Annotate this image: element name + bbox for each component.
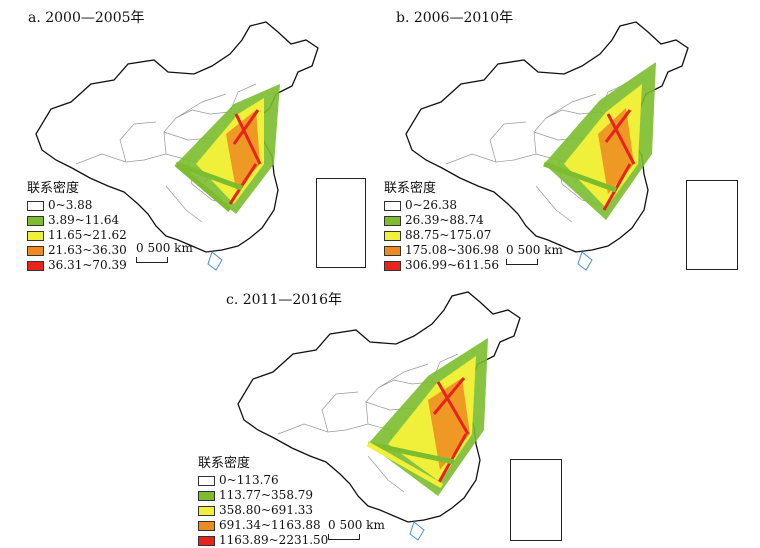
china-map	[35, 21, 319, 271]
legend-swatch	[27, 260, 44, 271]
legend-swatch	[27, 200, 44, 211]
legend-item: 21.63~36.30	[27, 243, 127, 258]
scale-line	[506, 259, 538, 265]
legend-title: 联系密度	[27, 181, 80, 196]
scale-line	[328, 534, 360, 540]
legend: 联系密度 0~26.38 26.39~88.74 88.75~175.07 17…	[384, 181, 499, 273]
panel-title: a. 2000—2005年	[28, 10, 145, 26]
legend-item: 113.77~358.79	[198, 488, 328, 503]
legend-item: 0~26.38	[384, 198, 499, 213]
connection-density-layer	[174, 84, 280, 214]
panel-title: b. 2006—2010年	[396, 10, 514, 26]
scale-line	[136, 257, 168, 263]
legend-swatch	[198, 490, 215, 501]
legend-swatch	[384, 260, 401, 271]
legend-item: 0~3.88	[27, 198, 127, 213]
scale-label: 0 500 km	[328, 518, 385, 532]
panel-a: a. 2000—2005年 联系密度 0~3.88 3.89~11.64 11.…	[0, 0, 380, 280]
legend-item: 3.89~11.64	[27, 213, 127, 228]
connection-density-layer	[543, 62, 656, 220]
panel-c: c. 2011—2016年 联系密度 0~113.76 113.77~358.7…	[190, 276, 580, 548]
legend-swatch	[198, 520, 215, 531]
scale-bar: 0 500 km	[328, 518, 385, 540]
legend-item: 26.39~88.74	[384, 213, 499, 228]
legend-swatch	[384, 230, 401, 241]
panel-b: b. 2006—2010年 联系密度 0~26.38 26.39~88.74 8…	[376, 0, 760, 280]
legend-item: 306.99~611.56	[384, 258, 499, 273]
scale-label: 0 500 km	[506, 243, 563, 257]
south-china-sea-inset	[510, 459, 562, 541]
south-china-sea-inset	[686, 180, 738, 270]
legend: 联系密度 0~113.76 113.77~358.79 358.80~691.3…	[198, 456, 328, 548]
legend-item: 88.75~175.07	[384, 228, 499, 243]
legend-swatch	[384, 215, 401, 226]
legend-item: 175.08~306.98	[384, 243, 499, 258]
legend-swatch	[384, 200, 401, 211]
legend-swatch	[27, 230, 44, 241]
legend-title: 联系密度	[384, 181, 437, 196]
legend-swatch	[198, 535, 215, 546]
legend-swatch	[384, 245, 401, 256]
china-map	[405, 21, 689, 271]
legend-item: 691.34~1163.88	[198, 518, 328, 533]
legend-item: 11.65~21.62	[27, 228, 127, 243]
legend-swatch	[27, 215, 44, 226]
legend-title: 联系密度	[198, 456, 251, 471]
scale-bar: 0 500 km	[136, 241, 193, 263]
connection-density-layer	[366, 338, 488, 496]
legend-item: 358.80~691.33	[198, 503, 328, 518]
legend-swatch	[198, 475, 215, 486]
legend-swatch	[198, 505, 215, 516]
china-map	[237, 291, 521, 541]
panel-title: c. 2011—2016年	[226, 292, 342, 308]
legend-item: 1163.89~2231.50	[198, 533, 328, 548]
legend-item: 36.31~70.39	[27, 258, 127, 273]
scale-bar: 0 500 km	[506, 243, 563, 265]
legend: 联系密度 0~3.88 3.89~11.64 11.65~21.62 21.63…	[27, 181, 127, 273]
scale-label: 0 500 km	[136, 241, 193, 255]
legend-swatch	[27, 245, 44, 256]
legend-item: 0~113.76	[198, 473, 328, 488]
south-china-sea-inset	[316, 178, 366, 268]
